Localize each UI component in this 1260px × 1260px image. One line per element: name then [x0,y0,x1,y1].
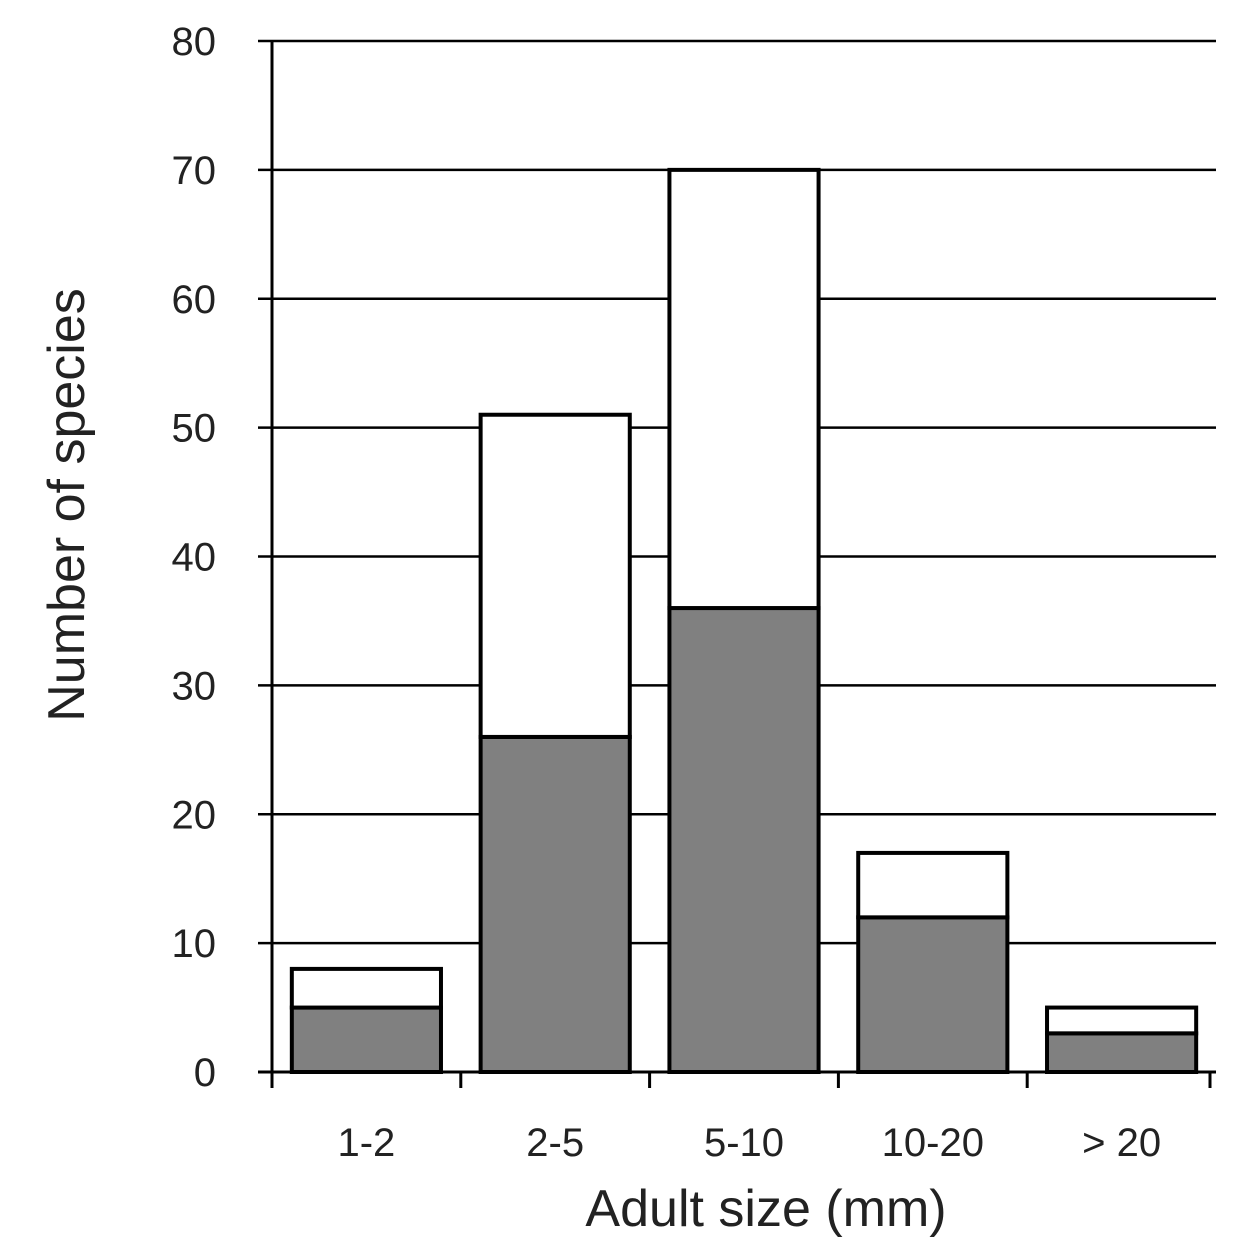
bar-lower-3 [856,915,1010,1074]
y-tick-label: 70 [172,149,217,193]
x-tick-label: 10-20 [882,1121,984,1165]
bar-lower-2 [667,606,821,1074]
x-tick-labels: 1-2 2-5 5-10 10-20 > 20 [337,1121,1161,1165]
x-axis-title: Adult size (mm) [585,1180,946,1238]
bar-lower-0 [289,1005,443,1074]
y-tick-label: 30 [172,664,217,708]
x-tick-label: 1-2 [337,1121,395,1165]
bars [289,167,1199,1075]
y-tick-label: 50 [172,407,217,451]
bar-upper-0 [289,966,443,1010]
axes [258,41,1216,1088]
bar-upper-3 [856,850,1010,920]
x-tick-label: 2-5 [526,1121,584,1165]
bar-upper-4 [1045,1005,1199,1036]
y-tick-label: 10 [172,922,217,966]
y-tick-label: 60 [172,278,217,322]
y-tick-label: 80 [172,20,217,64]
y-tick-labels: 0 10 20 30 40 50 60 70 80 [172,20,217,1095]
x-tick-label: 5-10 [704,1121,784,1165]
y-axis-title: Number of species [38,288,96,722]
bar-lower-1 [478,734,632,1074]
x-tick-label: > 20 [1082,1121,1161,1165]
bar-upper-1 [478,412,632,739]
bar-lower-4 [1045,1031,1199,1075]
y-tick-label: 40 [172,536,217,580]
y-tick-label: 20 [172,793,217,837]
bar-upper-2 [667,167,821,611]
y-tick-label: 0 [194,1051,216,1095]
